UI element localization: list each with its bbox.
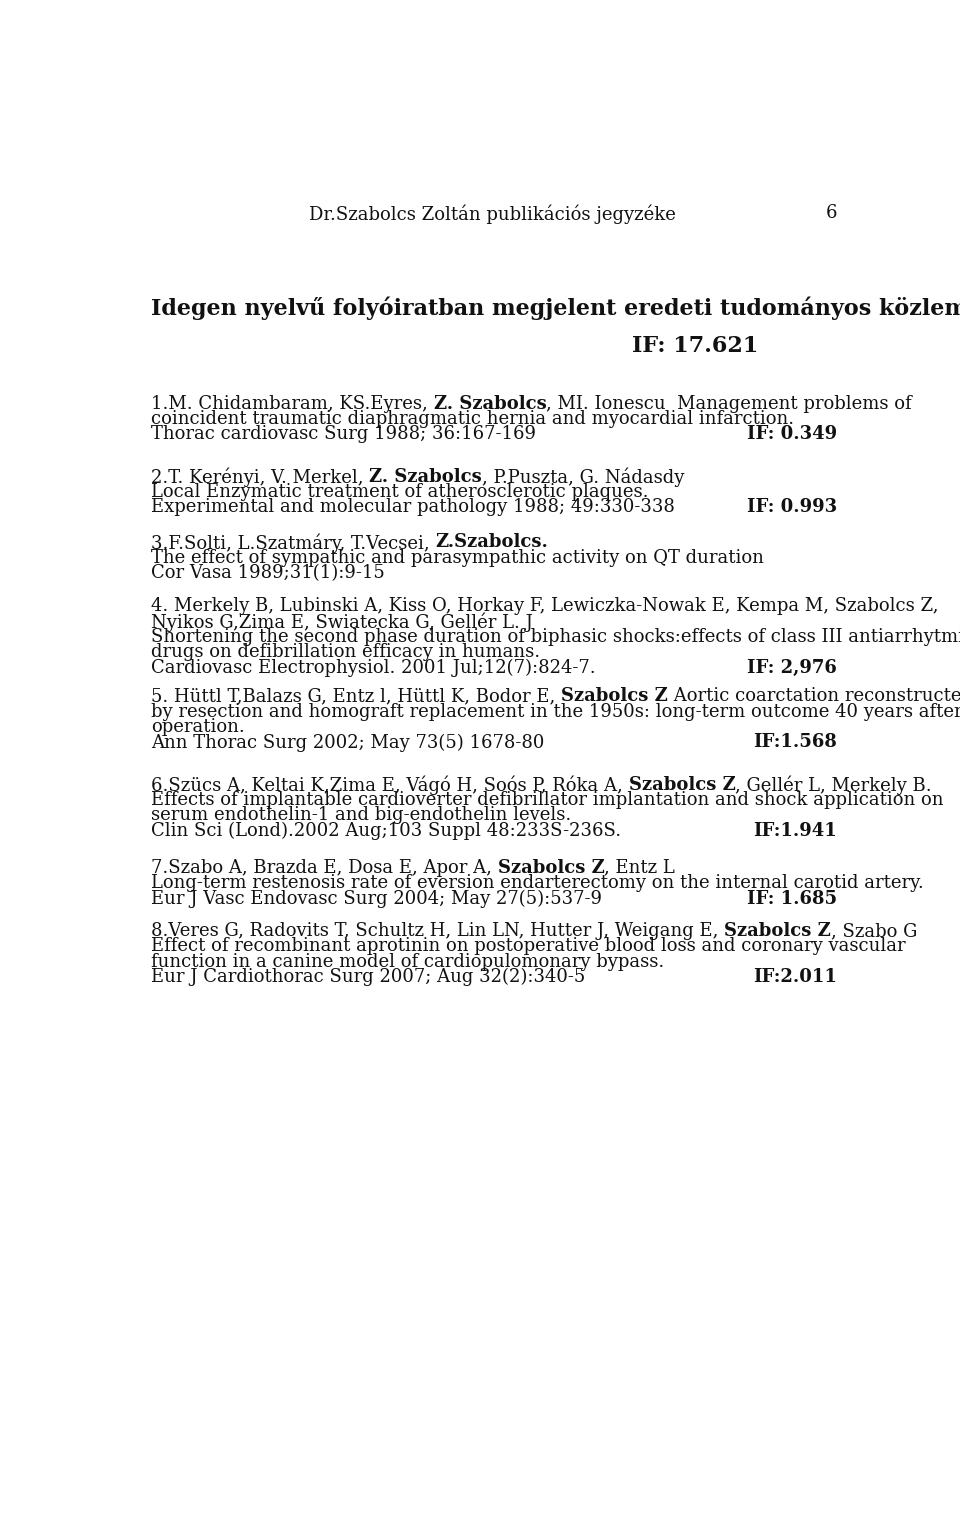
Text: , Szabo G: , Szabo G (830, 921, 917, 940)
Text: 6: 6 (826, 204, 837, 222)
Text: , MI. Ionescu  Management problems of: , MI. Ionescu Management problems of (546, 394, 912, 413)
Text: 7.Szabo A, Brazda E, Dosa E, Apor A,: 7.Szabo A, Brazda E, Dosa E, Apor A, (151, 859, 497, 877)
Text: Eur J Vasc Endovasc Surg 2004; May 27(5):537-9: Eur J Vasc Endovasc Surg 2004; May 27(5)… (151, 889, 602, 908)
Text: Z.Szabolcs.: Z.Szabolcs. (436, 533, 548, 551)
Text: operation.: operation. (151, 717, 245, 736)
Text: Z. Szabolcs: Z. Szabolcs (370, 468, 482, 486)
Text: function in a canine model of cardiopulomonary bypass.: function in a canine model of cardiopulo… (151, 953, 664, 970)
Text: Thorac cardiovasc Surg 1988; 36:167-169: Thorac cardiovasc Surg 1988; 36:167-169 (151, 425, 536, 443)
Text: Dr.Szabolcs Zoltán publikációs jegyzéke: Dr.Szabolcs Zoltán publikációs jegyzéke (308, 204, 676, 224)
Text: Clin Sci (Lond).2002 Aug;103 Suppl 48:233S-236S.: Clin Sci (Lond).2002 Aug;103 Suppl 48:23… (151, 822, 621, 841)
Text: Aortic coarctation reconstructed: Aortic coarctation reconstructed (668, 687, 960, 705)
Text: IF: 17.621: IF: 17.621 (632, 335, 757, 358)
Text: , Entz L: , Entz L (605, 859, 675, 877)
Text: Szabolcs Z: Szabolcs Z (497, 859, 605, 877)
Text: 1.M. Chidambaram, KS.Eyres,: 1.M. Chidambaram, KS.Eyres, (151, 394, 434, 413)
Text: Cardiovasc Electrophysiol. 2001 Jul;12(7):824-7.: Cardiovasc Electrophysiol. 2001 Jul;12(7… (151, 658, 595, 676)
Text: Experimental and molecular pathology 1988; 49:330-338: Experimental and molecular pathology 198… (151, 498, 675, 516)
Text: 2.T. Kerényi, V. Merkel,: 2.T. Kerényi, V. Merkel, (151, 468, 370, 487)
Text: Nyikos G,Zima E, Swiatecka G, Gellér L. J: Nyikos G,Zima E, Swiatecka G, Gellér L. … (151, 612, 533, 632)
Text: Effect of recombinant aprotinin on postoperative blood loss and coronary vascula: Effect of recombinant aprotinin on posto… (151, 937, 905, 955)
Text: 6.Szücs A, Keltai K,Zima E, Vágó H, Soós P, Róka A,: 6.Szücs A, Keltai K,Zima E, Vágó H, Soós… (151, 775, 629, 795)
Text: Long-term restenosis rate of eversion endarterectomy on the internal carotid art: Long-term restenosis rate of eversion en… (151, 874, 924, 892)
Text: Szabolcs Z: Szabolcs Z (561, 687, 668, 705)
Text: Szabolcs Z: Szabolcs Z (724, 921, 830, 940)
Text: 5. Hüttl T,Balazs G, Entz l, Hüttl K, Bodor E,: 5. Hüttl T,Balazs G, Entz l, Hüttl K, Bo… (151, 687, 561, 705)
Text: 4. Merkely B, Lubinski A, Kiss O, Horkay F, Lewiczka-Nowak E, Kempa M, Szabolcs : 4. Merkely B, Lubinski A, Kiss O, Horkay… (151, 597, 939, 615)
Text: Shortening the second phase duration of biphasic shocks:effects of class III ant: Shortening the second phase duration of … (151, 627, 960, 646)
Text: IF: 0.993: IF: 0.993 (747, 498, 837, 516)
Text: Idegen nyelvű folyóiratban megjelent eredeti tudományos közlemények: Idegen nyelvű folyóiratban megjelent ere… (151, 297, 960, 320)
Text: Effects of implantable cardioverter defibrillator implantation and shock applica: Effects of implantable cardioverter defi… (151, 790, 944, 809)
Text: serum endothelin-1 and big-endothelin levels.: serum endothelin-1 and big-endothelin le… (151, 807, 571, 824)
Text: IF:2.011: IF:2.011 (753, 969, 837, 987)
Text: Local Enzymatic treatment of atherosclerotic plaques.: Local Enzymatic treatment of atheroscler… (151, 483, 649, 501)
Text: coincident traumatic diaphragmatic hernia and myocardial infarction.: coincident traumatic diaphragmatic herni… (151, 410, 794, 428)
Text: Eur J Cardiothorac Surg 2007; Aug 32(2):340-5: Eur J Cardiothorac Surg 2007; Aug 32(2):… (151, 969, 586, 987)
Text: Szabolcs Z: Szabolcs Z (629, 775, 735, 793)
Text: IF:1.568: IF:1.568 (753, 733, 837, 751)
Text: by resection and homograft replacement in the 1950s: long-term outcome 40 years : by resection and homograft replacement i… (151, 702, 960, 720)
Text: , P.Puszta, G. Nádasdy: , P.Puszta, G. Nádasdy (482, 468, 684, 487)
Text: Cor Vasa 1989;31(1):9-15: Cor Vasa 1989;31(1):9-15 (151, 564, 385, 582)
Text: The effect of sympathic and parasympathic activity on QT duration: The effect of sympathic and parasympathi… (151, 548, 764, 567)
Text: drugs on defibrillation efficacy in humans.: drugs on defibrillation efficacy in huma… (151, 643, 540, 661)
Text: IF: 2,976: IF: 2,976 (747, 658, 837, 676)
Text: IF: 0.349: IF: 0.349 (747, 425, 837, 443)
Text: Ann Thorac Surg 2002; May 73(5) 1678-80: Ann Thorac Surg 2002; May 73(5) 1678-80 (151, 733, 544, 751)
Text: IF: 1.685: IF: 1.685 (747, 889, 837, 908)
Text: 3.F.Solti, L.Szatmáry, T.Vecsei,: 3.F.Solti, L.Szatmáry, T.Vecsei, (151, 533, 436, 553)
Text: Z. Szabolcs: Z. Szabolcs (434, 394, 546, 413)
Text: IF:1.941: IF:1.941 (754, 822, 837, 839)
Text: , Gellér L, Merkely B.: , Gellér L, Merkely B. (735, 775, 932, 795)
Text: 8.Veres G, Radovits T, Schultz H, Lin LN, Hutter J, Weigang E,: 8.Veres G, Radovits T, Schultz H, Lin LN… (151, 921, 724, 940)
